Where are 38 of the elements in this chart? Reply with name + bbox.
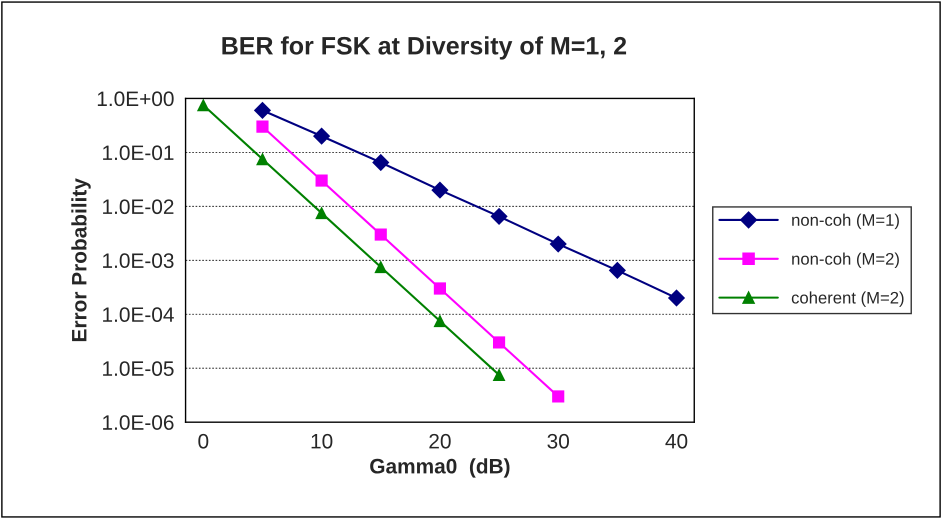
x-tick-label: 0: [198, 434, 208, 449]
point: [316, 207, 328, 220]
y-axis-title: Error Probability: [71, 178, 91, 342]
point: [372, 154, 390, 171]
point: [432, 182, 448, 198]
y-tick-label: 1.0E-03: [103, 253, 174, 268]
legend-label: non-coh (M=1): [792, 214, 899, 230]
chart-title: BER for FSK at Diversity of M=1, 2: [222, 36, 626, 60]
point: [316, 174, 328, 187]
x-tick-label: 30: [547, 434, 569, 449]
y-tick-label: 1.0E-04: [103, 307, 174, 322]
y-tick-label: 1.0E-05: [103, 361, 174, 376]
point: [434, 314, 446, 328]
point: [374, 228, 387, 241]
x-tick-label: 40: [665, 434, 688, 449]
legend-label: non-coh (M=2): [792, 252, 899, 268]
point: [550, 236, 567, 252]
point: [313, 128, 330, 145]
point: [256, 153, 269, 166]
x-tick-label: 10: [312, 434, 332, 449]
legend-label: coherent (M=2): [792, 291, 904, 307]
point: [490, 208, 508, 225]
x-tick-label: 20: [429, 434, 451, 449]
point: [492, 336, 506, 349]
point: [552, 390, 564, 402]
point: [374, 260, 387, 274]
point: [254, 102, 271, 119]
point: [197, 99, 210, 112]
y-tick-label: 1.0E-01: [103, 145, 174, 160]
y-tick-label: 1.0E-02: [103, 199, 174, 214]
y-tick-label: 1.0E+00: [98, 91, 174, 106]
point: [668, 290, 685, 306]
point: [608, 262, 626, 279]
x-axis-title: Gamma0 (dB): [370, 458, 510, 478]
point: [434, 282, 446, 295]
point: [492, 368, 506, 382]
y-tick-label: 1.0E-06: [103, 415, 174, 430]
point: [256, 120, 269, 133]
